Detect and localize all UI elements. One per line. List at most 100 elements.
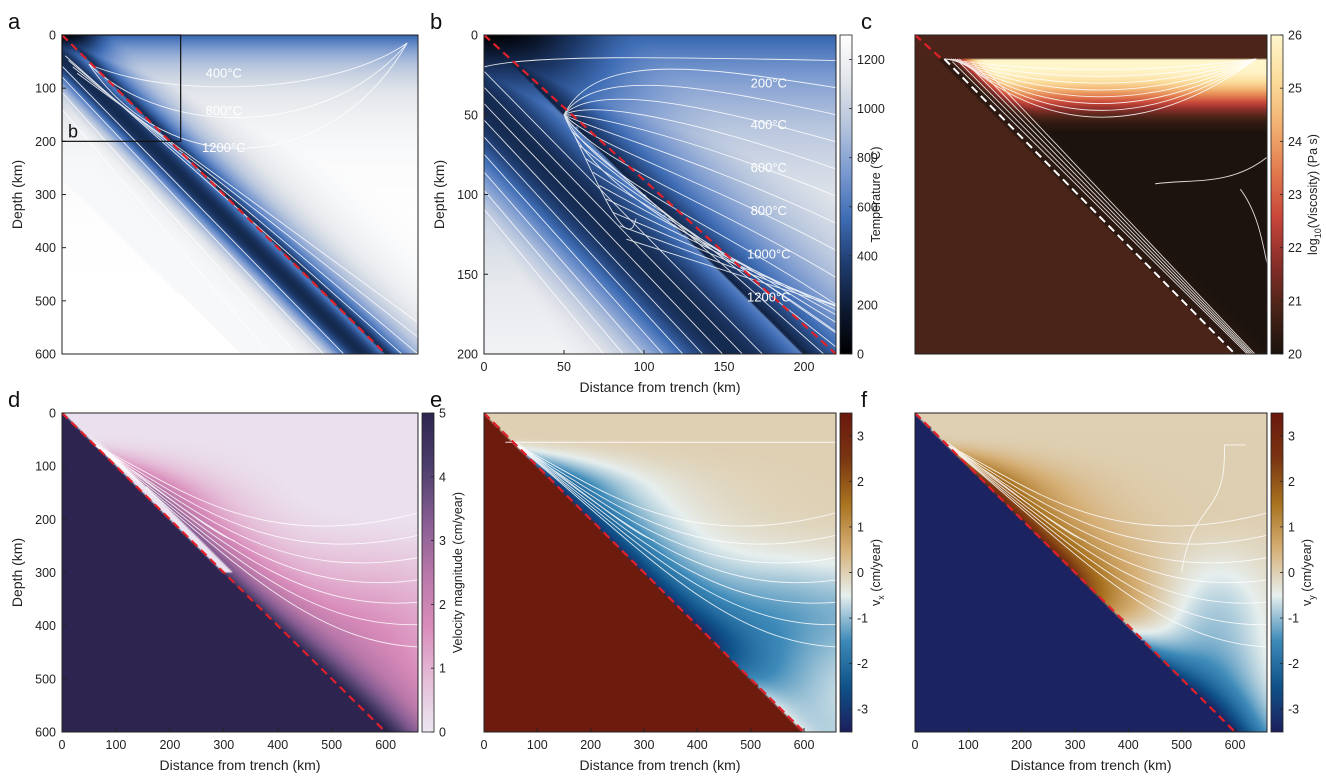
colorbar-tick-label: 20 xyxy=(1288,348,1302,362)
contour-line xyxy=(62,91,298,354)
x-tick-label: 600 xyxy=(1225,738,1246,752)
colorbar-d: 0 1 2 3 4 5 Velocity magnitude (cm/year) xyxy=(421,407,465,740)
contour-line xyxy=(484,189,624,354)
colorbar-tick-label: 1200 xyxy=(857,53,885,67)
colorbar-tick-label: 25 xyxy=(1288,82,1302,96)
contour-line xyxy=(484,208,605,354)
contour-line xyxy=(946,444,1267,527)
contour-line xyxy=(946,444,1267,604)
contour-line xyxy=(563,114,836,224)
y-tick-label: 50 xyxy=(464,108,478,122)
contour-line xyxy=(484,171,644,354)
contours-b xyxy=(484,57,836,354)
x-tick-label: 400 xyxy=(687,738,708,752)
contour-line xyxy=(515,444,836,648)
contour-line xyxy=(946,444,1267,584)
x-tick-label: 300 xyxy=(1065,738,1086,752)
slab-top-line xyxy=(943,58,1236,355)
contour-line xyxy=(76,72,418,324)
contour-label: 800°C xyxy=(751,203,787,218)
colorbar-label: Temperature (°C) xyxy=(869,147,883,243)
contour-line xyxy=(612,211,836,308)
inset-label: b xyxy=(68,121,78,141)
colorbar-c: 20 21 22 23 24 25 26 log10(Viscosity) (Pa s) xyxy=(1270,29,1323,362)
y-axis-label: Depth (km) xyxy=(9,538,25,607)
colorbar-label-main: log xyxy=(1306,238,1320,255)
contour-line xyxy=(484,153,664,354)
contour-line xyxy=(515,444,836,584)
y-tick-label: 0 xyxy=(49,407,56,421)
contour-line xyxy=(585,158,836,334)
colorbar-tick-label: 21 xyxy=(1288,294,1302,308)
colorbar-tick-label: 2 xyxy=(857,475,864,489)
contour-line xyxy=(94,444,418,527)
contour-line xyxy=(572,131,825,354)
colorbar-tick-label: 5 xyxy=(439,407,446,421)
x-tick-label: 600 xyxy=(794,738,815,752)
colorbar-label: vy (cm/year) xyxy=(1300,539,1317,606)
contour-line xyxy=(515,444,836,545)
x-tick-label: 500 xyxy=(740,738,761,752)
y-tick-label: 600 xyxy=(35,726,56,740)
contour-line xyxy=(94,444,418,545)
colorbar-label-rest: (cm/year) xyxy=(1300,539,1314,595)
contour-line xyxy=(563,98,836,143)
colorbar-tick-label: 22 xyxy=(1288,241,1302,255)
contour-label: 800°C xyxy=(206,103,242,118)
contour-line xyxy=(946,441,1086,542)
x-tick-label: 400 xyxy=(267,738,288,752)
contour-line xyxy=(619,225,836,306)
colorbar-tick-label: 3 xyxy=(439,534,446,548)
colorbar-tick-label: 23 xyxy=(1288,188,1302,202)
contour-line xyxy=(626,238,836,307)
colorbar-tick-label: 3 xyxy=(1288,429,1295,443)
colorbar-f: -3 -2 -1 0 1 2 3 vy (cm/year) xyxy=(1270,412,1317,733)
y-tick-label: 0 xyxy=(49,29,56,43)
contour-line xyxy=(515,444,836,527)
contour-line xyxy=(952,58,1257,98)
colorbar-label-rest: (cm/year) xyxy=(869,539,883,595)
y-tick-label: 100 xyxy=(35,82,56,96)
contour-line xyxy=(964,61,1252,354)
y-tick-label: 500 xyxy=(35,672,56,686)
contour-line xyxy=(484,119,704,354)
x-tick-label: 0 xyxy=(481,360,488,374)
colorbar-tick-label: 800 xyxy=(857,151,878,165)
contour-line xyxy=(1181,444,1246,573)
panel-label-d: d xyxy=(8,387,20,412)
x-tick-label: 100 xyxy=(106,738,127,752)
colorbar-tick-label: 0 xyxy=(857,566,864,580)
contour-line xyxy=(946,58,1257,77)
x-axis-label: Distance from trench (km) xyxy=(1010,757,1171,773)
slab-top-line xyxy=(914,34,943,60)
y-tick-label: 100 xyxy=(35,460,56,474)
contour-line xyxy=(971,61,1254,354)
contour-line xyxy=(88,42,408,88)
contour-line xyxy=(958,58,1257,118)
colorbar-rect xyxy=(421,412,435,733)
panel-a: 0 100 200 300 400 500 600 Depth (km) a 400°C 800°C… xyxy=(8,9,419,362)
contour-line xyxy=(484,136,684,354)
colorbar-tick-label: 600 xyxy=(857,200,878,214)
x-tick-label: 0 xyxy=(481,738,488,752)
colorbar-tick-label: 0 xyxy=(1288,566,1295,580)
colorbar-tick-label: -1 xyxy=(1288,612,1299,626)
colorbar-label-main: v xyxy=(869,599,883,606)
colorbar-label: Velocity magnitude (cm/year) xyxy=(451,492,465,653)
y-tick-label: 200 xyxy=(35,513,56,527)
contour-line xyxy=(563,114,836,251)
contour-line xyxy=(946,444,1267,648)
colorbar-tick-label: 1 xyxy=(1288,520,1295,534)
contour-line xyxy=(579,145,836,348)
colorbar-tick-label: 2 xyxy=(439,598,446,612)
colorbar-tick-label: 2 xyxy=(1288,475,1295,489)
contour-label: 1000°C xyxy=(747,246,791,261)
x-tick-label: 100 xyxy=(634,360,655,374)
colorbar-label-main: v xyxy=(1300,599,1314,606)
colorbar-tick-label: -3 xyxy=(1288,703,1299,717)
contour-line xyxy=(62,65,345,354)
x-tick-label: 0 xyxy=(59,738,66,752)
x-tick-label: 300 xyxy=(634,738,655,752)
colorbar-label: log10(Viscosity) (Pa s) xyxy=(1306,134,1323,255)
